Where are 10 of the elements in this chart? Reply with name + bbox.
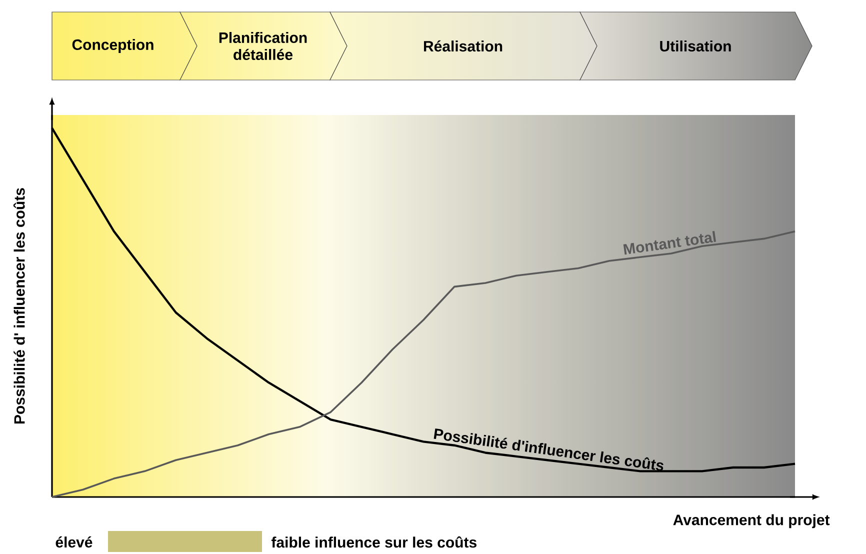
text: Utilisation xyxy=(660,40,731,52)
text: Réalisation xyxy=(424,40,502,52)
y-axis-title: Possibilité d' influencer les coûts xyxy=(13,188,25,424)
text: faible influence sur les coûts xyxy=(271,536,476,548)
text: Conception xyxy=(72,39,154,53)
text: Possibilité d'influencer les coûts xyxy=(434,428,664,471)
text: Planification détaillée xyxy=(219,32,307,60)
x-axis-title: Avancement du projet xyxy=(673,514,830,528)
text: élevé xyxy=(56,536,92,548)
text: Montant total xyxy=(623,231,716,255)
